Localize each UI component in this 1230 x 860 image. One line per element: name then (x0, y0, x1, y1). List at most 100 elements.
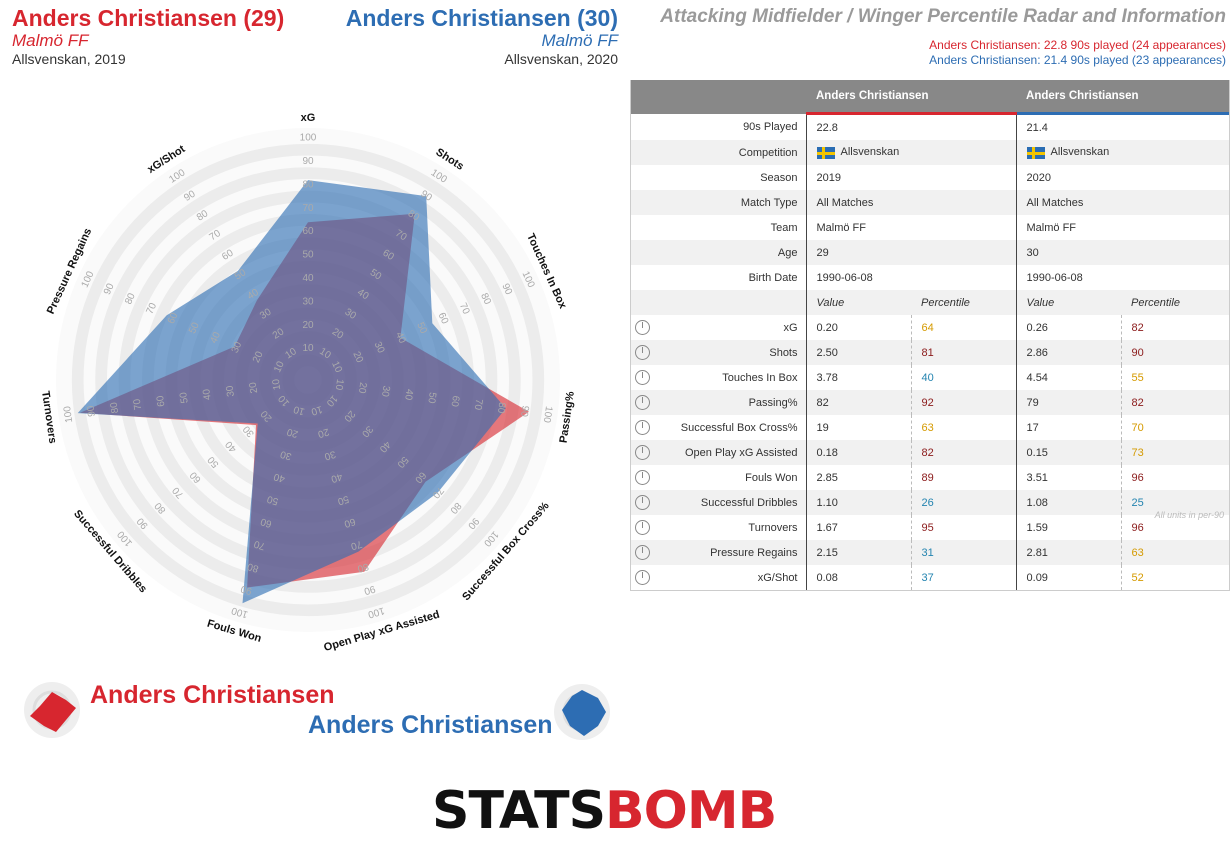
metric-percentile-player2: 52 (1120, 565, 1230, 590)
metric-percentile-player2: 82 (1120, 315, 1230, 340)
radar-tick-label: 20 (251, 350, 266, 365)
metric-label: Open Play xG Assisted (685, 446, 798, 459)
metric-label: xG/Shot (757, 571, 798, 584)
radar-series-2-polygon (77, 180, 506, 604)
radar-tick-label: 90 (85, 404, 98, 417)
metric-percentile-player2: 96 (1120, 515, 1230, 540)
metric-label: Successful Box Cross% (680, 421, 798, 434)
radar-tick-label: 10 (309, 403, 323, 417)
info-row-value-text: 1990-06-08 (816, 271, 873, 284)
info-row-value-player1: 29 (806, 240, 1017, 265)
radar-tick-label: 50 (187, 320, 202, 335)
radar-tick-label: 70 (472, 398, 485, 411)
radar-tick-label: 60 (155, 394, 168, 407)
info-row-value-text: 2019 (816, 171, 841, 184)
metric-percentile-player1: 31 (910, 540, 1017, 565)
player2-name: Anders Christiansen (30) (345, 5, 618, 31)
radar-tick-label: 90 (518, 405, 531, 418)
info-table-container: Anders Christiansen Anders Christiansen … (630, 80, 1230, 591)
radar-tick-label: 100 (230, 604, 250, 619)
col-percentile-player1: Percentile (911, 290, 1017, 315)
info-row-label: Match Type (631, 190, 807, 215)
info-row-value-player2: 21.4 (1016, 114, 1229, 141)
info-row-label: Season (631, 165, 807, 190)
info-row-label: Age (631, 240, 807, 265)
radar-tick-label: 90 (102, 282, 117, 297)
metric-label: Touches In Box (722, 371, 798, 384)
metric-subheader-row: Value Percentile Value Percentile (631, 290, 1230, 315)
metric-gauge-icon (635, 570, 650, 585)
metric-row: Touches In Box 3.78 40 4.54 55 (631, 365, 1230, 390)
table-header-player2: Anders Christiansen (1016, 80, 1230, 115)
radar-tick-label: 30 (302, 296, 314, 307)
metric-percentile-player2: 55 (1120, 365, 1230, 390)
metric-value-player1: 2.15 (806, 540, 911, 565)
info-row-value-text: 29 (816, 246, 829, 259)
player1-legend-label: Anders Christiansen (90, 681, 335, 709)
radar-tick-label: 80 (478, 292, 493, 307)
radar-tick-label: 70 (132, 398, 145, 411)
radar-tick-label: 30 (372, 340, 387, 355)
info-row-value-player2: 2020 (1016, 165, 1229, 190)
radar-axis-label: xG (301, 112, 316, 124)
metric-percentile-player1: 82 (910, 440, 1017, 465)
info-row: Match Type All Matches All Matches (631, 190, 1230, 215)
player2-played: Anders Christiansen: 21.4 90s played (23… (929, 53, 1226, 67)
metric-percentile-player1: 63 (910, 415, 1017, 440)
radar-tick-label: 30 (379, 385, 392, 398)
metric-percentile-player2: 96 (1120, 465, 1230, 490)
radar-tick-label: 80 (246, 560, 260, 574)
info-row-value-player2: 30 (1016, 240, 1230, 265)
radar-tick-label: 80 (109, 401, 122, 414)
metric-label: Successful Dribbles (700, 496, 798, 509)
radar-tick-label: 100 (300, 133, 317, 144)
radar-tick-label: 90 (499, 282, 514, 297)
radar-tick-label: 50 (425, 391, 438, 404)
metric-percentile-player2: 73 (1120, 440, 1230, 465)
metric-label-cell: Successful Dribbles (631, 490, 807, 515)
info-row-value-text: 30 (1026, 246, 1039, 259)
radar-tick-label: 60 (259, 515, 273, 529)
metric-value-player2: 79 (1016, 390, 1122, 415)
radar-tick-label: 20 (356, 381, 369, 394)
radar-tick-label: 60 (342, 515, 356, 529)
info-row: Birth Date 1990-06-08 1990-06-08 (631, 265, 1229, 290)
radar-tick-label: 70 (349, 538, 363, 552)
metric-row: Successful Dribbles 1.10 26 1.08 25 (631, 490, 1230, 515)
info-row-value-text: Malmö FF (816, 221, 867, 234)
info-row-value-player1: Malmö FF (806, 215, 1017, 240)
metric-row: Fouls Won 2.85 89 3.51 96 (631, 465, 1230, 490)
info-row-label: Team (631, 215, 807, 240)
metric-value-player1: 0.20 (816, 321, 838, 334)
metric-label-cell: Fouls Won (631, 465, 807, 490)
metric-label: Turnovers (748, 521, 798, 534)
sweden-flag-icon (1026, 146, 1045, 159)
metric-value-player2: 2.86 (1016, 340, 1122, 365)
info-row-value-text: 1990-06-08 (1026, 271, 1083, 284)
metric-percentile-player1: 40 (910, 365, 1017, 390)
metric-row: Successful Box Cross% 19 63 17 70 (631, 415, 1230, 440)
radar-tick-label: 100 (366, 604, 386, 619)
metric-row: Shots 2.50 81 2.86 90 (631, 340, 1230, 365)
radar-axis-label: Passing% (558, 390, 577, 443)
metric-label-cell: xG (631, 315, 807, 340)
info-row-value-player2: 1990-06-08 (1016, 265, 1229, 290)
radar-tick-label: 30 (224, 384, 237, 397)
col-value-player1: Value (806, 290, 911, 315)
table-header-player1: Anders Christiansen (806, 80, 1017, 115)
radar-tick-label: 50 (178, 391, 191, 404)
metric-percentile-player1: 95 (910, 515, 1017, 540)
radar-tick-label: 40 (329, 471, 343, 485)
radar-tick-label: 80 (356, 560, 370, 574)
radar-tick-label: 60 (166, 311, 181, 326)
radar-axis-label: Turnovers (39, 390, 58, 444)
statsbomb-logo: STATSBOMB (432, 785, 777, 837)
info-row-value-player1: 1990-06-08 (806, 265, 1017, 290)
metric-value-player1: 1.67 (816, 521, 838, 534)
radar-tick-label: 40 (402, 388, 415, 401)
radar-tick-label: 90 (239, 583, 253, 597)
radar-tick-label: 100 (541, 405, 554, 424)
radar-tick-label: 90 (362, 583, 376, 597)
metric-value-player1: 1.10 (806, 490, 911, 515)
metric-label: Pressure Regains (710, 546, 798, 559)
